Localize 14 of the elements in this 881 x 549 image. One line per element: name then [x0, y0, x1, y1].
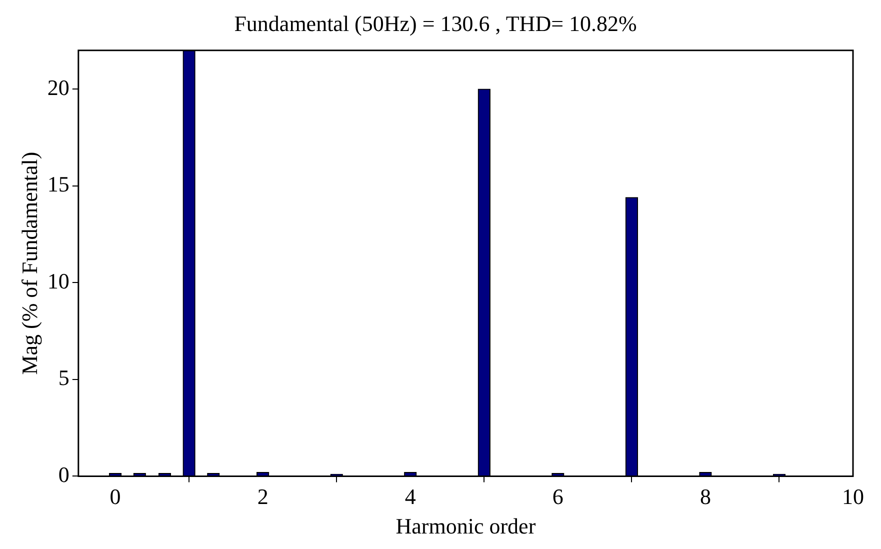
- y-tick-label: 0: [58, 462, 70, 487]
- x-axis-title: Harmonic order: [396, 514, 536, 539]
- x-tick-label: 4: [404, 484, 416, 510]
- x-tick-label: 6: [552, 484, 564, 510]
- x-tick-label: 10: [842, 484, 864, 510]
- x-tick-label: 8: [700, 484, 711, 510]
- chart-title: Fundamental (50Hz) = 130.6 , THD= 10.82%: [234, 10, 637, 36]
- y-tick-label: 5: [58, 365, 70, 390]
- y-axis-title: Mag (% of Fundamental): [16, 152, 42, 375]
- y-tick-label: 20: [47, 74, 70, 100]
- y-tick-label: 15: [47, 172, 70, 197]
- x-tick-label: 2: [257, 484, 268, 510]
- x-tick-label: 0: [110, 484, 121, 510]
- y-tick-label: 10: [47, 268, 70, 294]
